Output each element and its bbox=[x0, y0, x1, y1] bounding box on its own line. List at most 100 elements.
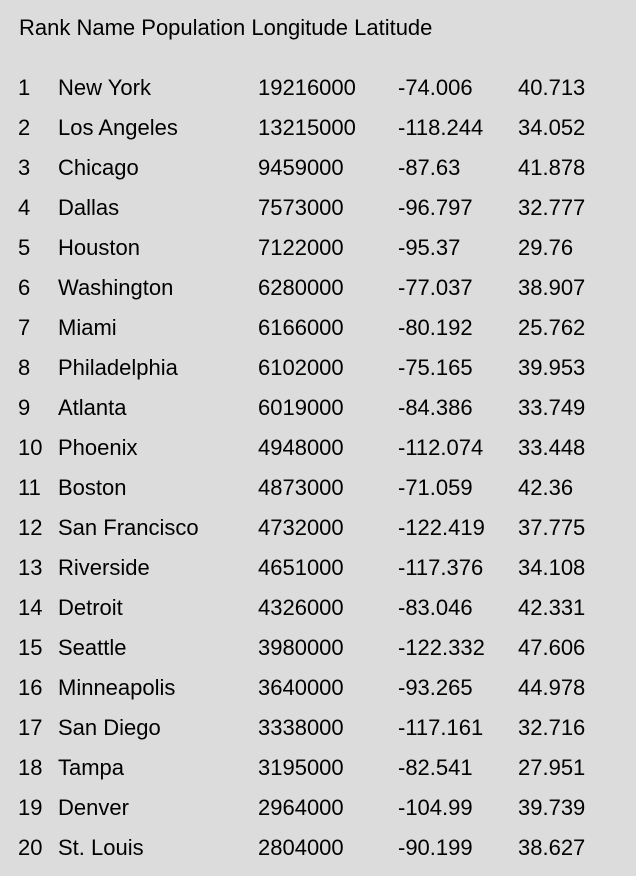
table-row: 17 San Diego 3338000 -117.161 32.716 bbox=[0, 712, 636, 752]
name-cell: Dallas bbox=[58, 195, 120, 220]
population-cell: 6166000 bbox=[258, 315, 344, 340]
latitude-cell: 40.713 bbox=[518, 75, 586, 100]
latitude-cell: 34.108 bbox=[518, 555, 586, 580]
population-cell: 4732000 bbox=[258, 515, 344, 540]
rank-cell: 14 bbox=[18, 595, 43, 620]
rank-cell: 13 bbox=[18, 555, 43, 580]
rank-cell: 9 bbox=[18, 395, 31, 420]
latitude-cell: 33.448 bbox=[518, 435, 586, 460]
table-row: 11 Boston 4873000 -71.059 42.36 bbox=[0, 472, 636, 512]
longitude-cell: -84.386 bbox=[398, 395, 473, 420]
name-cell: San Diego bbox=[58, 715, 161, 740]
rank-cell: 6 bbox=[18, 275, 31, 300]
table-row: 10 Phoenix 4948000 -112.074 33.448 bbox=[0, 432, 636, 472]
longitude-cell: -122.419 bbox=[398, 515, 485, 540]
longitude-cell: -112.074 bbox=[398, 435, 484, 460]
name-cell: Miami bbox=[58, 315, 117, 340]
rank-cell: 4 bbox=[18, 195, 31, 220]
longitude-cell: -77.037 bbox=[398, 275, 473, 300]
population-cell: 4873000 bbox=[258, 475, 344, 500]
table-row: 13 Riverside 4651000 -117.376 34.108 bbox=[0, 552, 636, 592]
population-cell: 3195000 bbox=[258, 755, 344, 780]
population-cell: 6019000 bbox=[258, 395, 344, 420]
name-cell: San Francisco bbox=[58, 515, 199, 540]
name-cell: Riverside bbox=[58, 555, 150, 580]
rank-cell: 2 bbox=[18, 115, 31, 140]
rank-cell: 11 bbox=[18, 475, 41, 500]
rank-cell: 3 bbox=[18, 155, 31, 180]
rank-cell: 5 bbox=[18, 235, 31, 260]
longitude-cell: -82.541 bbox=[398, 755, 473, 780]
name-cell: Phoenix bbox=[58, 435, 138, 460]
name-cell: Detroit bbox=[58, 595, 123, 620]
table-body: 1 New York 19216000 -74.006 40.713 2 Los… bbox=[0, 72, 636, 872]
table-row: 19 Denver 2964000 -104.99 39.739 bbox=[0, 792, 636, 832]
rank-cell: 17 bbox=[18, 715, 43, 740]
rank-cell: 15 bbox=[18, 635, 43, 660]
population-cell: 4651000 bbox=[258, 555, 344, 580]
longitude-cell: -96.797 bbox=[398, 195, 473, 220]
table-row: 12 San Francisco 4732000 -122.419 37.775 bbox=[0, 512, 636, 552]
name-cell: Atlanta bbox=[58, 395, 127, 420]
table-row: 4 Dallas 7573000 -96.797 32.777 bbox=[0, 192, 636, 232]
latitude-cell: 41.878 bbox=[518, 155, 586, 180]
population-cell: 3640000 bbox=[258, 675, 344, 700]
longitude-cell: -118.244 bbox=[398, 115, 484, 140]
population-cell: 19216000 bbox=[258, 75, 356, 100]
rank-cell: 1 bbox=[18, 75, 31, 100]
name-cell: St. Louis bbox=[58, 835, 144, 860]
latitude-cell: 42.36 bbox=[518, 475, 574, 500]
longitude-cell: -95.37 bbox=[398, 235, 461, 260]
name-cell: Philadelphia bbox=[58, 355, 178, 380]
name-cell: Tampa bbox=[58, 755, 125, 780]
table-row: 5 Houston 7122000 -95.37 29.76 bbox=[0, 232, 636, 272]
table-row: 14 Detroit 4326000 -83.046 42.331 bbox=[0, 592, 636, 632]
table-row: 20 St. Louis 2804000 -90.199 38.627 bbox=[0, 832, 636, 872]
longitude-cell: -117.376 bbox=[398, 555, 484, 580]
name-cell: Houston bbox=[58, 235, 140, 260]
table-row: 18 Tampa 3195000 -82.541 27.951 bbox=[0, 752, 636, 792]
name-cell: Boston bbox=[58, 475, 127, 500]
longitude-cell: -71.059 bbox=[398, 475, 473, 500]
name-cell: New York bbox=[58, 75, 151, 100]
latitude-cell: 34.052 bbox=[518, 115, 586, 140]
rank-cell: 12 bbox=[18, 515, 43, 540]
name-cell: Chicago bbox=[58, 155, 139, 180]
latitude-cell: 42.331 bbox=[518, 595, 586, 620]
table-header: Rank Name Population Longitude Latitude bbox=[19, 15, 433, 40]
latitude-cell: 37.775 bbox=[518, 515, 586, 540]
latitude-cell: 39.953 bbox=[518, 355, 586, 380]
population-cell: 4326000 bbox=[258, 595, 344, 620]
name-cell: Minneapolis bbox=[58, 675, 176, 700]
latitude-cell: 32.716 bbox=[518, 715, 586, 740]
table-row: 16 Minneapolis 3640000 -93.265 44.978 bbox=[0, 672, 636, 712]
table-row: 15 Seattle 3980000 -122.332 47.606 bbox=[0, 632, 636, 672]
longitude-cell: -74.006 bbox=[398, 75, 473, 100]
population-cell: 6280000 bbox=[258, 275, 344, 300]
population-cell: 3338000 bbox=[258, 715, 344, 740]
name-cell: Denver bbox=[58, 795, 129, 820]
rank-cell: 8 bbox=[18, 355, 31, 380]
rank-cell: 20 bbox=[18, 835, 43, 860]
latitude-cell: 33.749 bbox=[518, 395, 586, 420]
longitude-cell: -90.199 bbox=[398, 835, 473, 860]
rank-cell: 16 bbox=[18, 675, 43, 700]
longitude-cell: -117.161 bbox=[398, 715, 484, 740]
table-row: 6 Washington 6280000 -77.037 38.907 bbox=[0, 272, 636, 312]
longitude-cell: -104.99 bbox=[398, 795, 473, 820]
latitude-cell: 25.762 bbox=[518, 315, 586, 340]
population-cell: 13215000 bbox=[258, 115, 356, 140]
latitude-cell: 29.76 bbox=[518, 235, 574, 260]
rank-cell: 18 bbox=[18, 755, 43, 780]
rank-cell: 10 bbox=[18, 435, 43, 460]
latitude-cell: 38.627 bbox=[518, 835, 586, 860]
latitude-cell: 39.739 bbox=[518, 795, 586, 820]
longitude-cell: -87.63 bbox=[398, 155, 461, 180]
latitude-cell: 27.951 bbox=[518, 755, 586, 780]
table-row: 7 Miami 6166000 -80.192 25.762 bbox=[0, 312, 636, 352]
table-row: 3 Chicago 9459000 -87.63 41.878 bbox=[0, 152, 636, 192]
rank-cell: 7 bbox=[18, 315, 31, 340]
longitude-cell: -122.332 bbox=[398, 635, 485, 660]
population-cell: 6102000 bbox=[258, 355, 344, 380]
